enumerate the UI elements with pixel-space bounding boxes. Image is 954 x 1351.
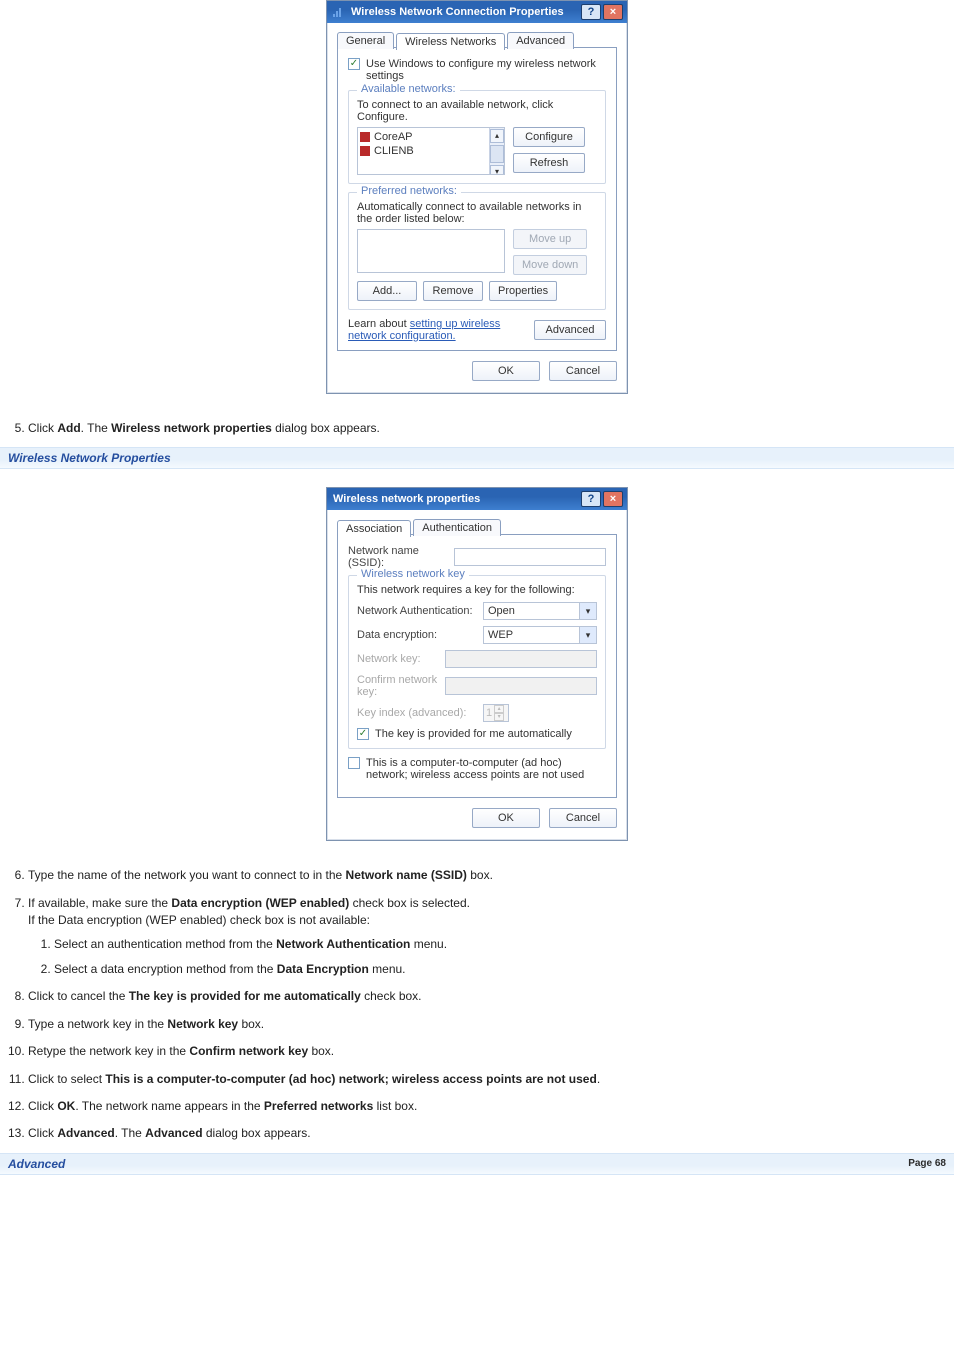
- learn-about: Learn about setting up wireless network …: [348, 318, 534, 342]
- group-available-networks: Available networks: To connect to an ava…: [348, 90, 606, 184]
- tabs: General Wireless Networks Advanced: [337, 31, 617, 48]
- group-available-legend: Available networks:: [357, 83, 460, 95]
- group-wireless-key: Wireless network key This network requir…: [348, 575, 606, 749]
- network-row: CoreAP: [360, 130, 488, 144]
- scroll-thumb[interactable]: [490, 145, 504, 163]
- help-button[interactable]: ?: [581, 4, 601, 20]
- scroll-down-icon[interactable]: ▾: [490, 165, 504, 175]
- confirm-key-label: Confirm network key:: [357, 674, 439, 698]
- adhoc-label: This is a computer-to-computer (ad hoc) …: [366, 757, 606, 781]
- dialog-wireless-connection-properties: Wireless Network Connection Properties ?…: [326, 0, 628, 394]
- spin-up-icon: ▴: [494, 705, 504, 713]
- adhoc-checkbox[interactable]: [348, 757, 360, 769]
- scrollbar[interactable]: ▴ ▾: [489, 128, 504, 174]
- add-button[interactable]: Add...: [357, 281, 417, 301]
- dialog-footer: OK Cancel: [337, 798, 617, 830]
- data-encryption-select[interactable]: WEP ▾: [483, 626, 597, 644]
- tabpanel-wireless-networks: Use Windows to configure my wireless net…: [337, 47, 617, 351]
- cancel-button[interactable]: Cancel: [549, 361, 617, 381]
- tabs: Association Authentication: [337, 518, 617, 535]
- step-7-2: Select a data encryption method from the…: [54, 961, 954, 978]
- close-button[interactable]: ×: [603, 4, 623, 20]
- movedown-button: Move down: [513, 255, 587, 275]
- help-button[interactable]: ?: [581, 491, 601, 507]
- scroll-up-icon[interactable]: ▴: [490, 129, 504, 143]
- enc-label: Data encryption:: [357, 629, 477, 641]
- use-windows-checkbox[interactable]: [348, 58, 360, 70]
- group-key-legend: Wireless network key: [357, 568, 469, 580]
- tab-authentication[interactable]: Authentication: [413, 519, 501, 536]
- instruction-list: Click Add. The Wireless network properti…: [28, 420, 954, 437]
- tab-association[interactable]: Association: [337, 520, 411, 537]
- instruction-list-2: Type the name of the network you want to…: [28, 867, 954, 1142]
- key-desc: This network requires a key for the foll…: [357, 584, 597, 596]
- tab-advanced[interactable]: Advanced: [507, 32, 574, 49]
- keyindex-label: Key index (advanced):: [357, 707, 477, 719]
- step-7-1: Select an authentication method from the…: [54, 936, 954, 953]
- titlebar: Wireless network properties ? ×: [327, 488, 627, 510]
- group-preferred-legend: Preferred networks:: [357, 185, 461, 197]
- auth-label: Network Authentication:: [357, 605, 477, 617]
- adhoc-checkbox-row[interactable]: This is a computer-to-computer (ad hoc) …: [348, 757, 606, 781]
- title-text: Wireless Network Connection Properties: [349, 6, 579, 18]
- tab-wireless-networks[interactable]: Wireless Networks: [396, 33, 505, 50]
- step-9: Type a network key in the Network key bo…: [28, 1016, 954, 1033]
- available-desc: To connect to an available network, clic…: [357, 99, 597, 123]
- group-preferred-networks: Preferred networks: Automatically connec…: [348, 192, 606, 310]
- chevron-down-icon: ▾: [579, 603, 596, 619]
- network-icon: [360, 132, 370, 142]
- moveup-button: Move up: [513, 229, 587, 249]
- close-button[interactable]: ×: [603, 491, 623, 507]
- step-6: Type the name of the network you want to…: [28, 867, 954, 884]
- network-key-input: [445, 650, 597, 668]
- properties-button[interactable]: Properties: [489, 281, 557, 301]
- step-5: Click Add. The Wireless network properti…: [28, 420, 954, 437]
- confirm-key-input: [445, 677, 597, 695]
- refresh-button[interactable]: Refresh: [513, 153, 585, 173]
- ok-button[interactable]: OK: [472, 808, 540, 828]
- network-row: CLIENB: [360, 144, 488, 158]
- dialog-footer: OK Cancel: [337, 351, 617, 383]
- auto-key-label: The key is provided for me automatically: [375, 728, 572, 740]
- title-text: Wireless network properties: [331, 493, 579, 505]
- step-10: Retype the network key in the Confirm ne…: [28, 1043, 954, 1060]
- step-13: Click Advanced. The Advanced dialog box …: [28, 1125, 954, 1142]
- preferred-networks-listbox[interactable]: [357, 229, 505, 273]
- available-networks-listbox[interactable]: CoreAP CLIENB ▴ ▾: [357, 127, 505, 175]
- wireless-icon: [331, 5, 345, 19]
- network-icon: [360, 146, 370, 156]
- tabpanel-association: Network name (SSID): Wireless network ke…: [337, 534, 617, 798]
- ok-button[interactable]: OK: [472, 361, 540, 381]
- titlebar: Wireless Network Connection Properties ?…: [327, 1, 627, 23]
- dialog-wireless-network-properties: Wireless network properties ? × Associat…: [326, 487, 628, 841]
- auto-key-checkbox[interactable]: [357, 728, 369, 740]
- tab-general[interactable]: General: [337, 32, 394, 49]
- configure-button[interactable]: Configure: [513, 127, 585, 147]
- section-wireless-network-properties: Wireless Network Properties: [0, 447, 954, 469]
- step-12: Click OK. The network name appears in th…: [28, 1098, 954, 1115]
- ssid-input[interactable]: [454, 548, 606, 566]
- auto-key-checkbox-row[interactable]: The key is provided for me automatically: [357, 728, 597, 740]
- step-7: If available, make sure the Data encrypt…: [28, 895, 954, 979]
- remove-button[interactable]: Remove: [423, 281, 483, 301]
- network-authentication-select[interactable]: Open ▾: [483, 602, 597, 620]
- step-8: Click to cancel the The key is provided …: [28, 988, 954, 1005]
- step-11: Click to select This is a computer-to-co…: [28, 1071, 954, 1088]
- section-advanced: Advanced Page 68: [0, 1153, 954, 1175]
- use-windows-label: Use Windows to configure my wireless net…: [366, 58, 606, 82]
- ssid-label: Network name (SSID):: [348, 545, 448, 569]
- preferred-desc: Automatically connect to available netwo…: [357, 201, 597, 225]
- netkey-label: Network key:: [357, 653, 439, 665]
- chevron-down-icon: ▾: [579, 627, 596, 643]
- section-advanced-title: Advanced: [8, 1157, 65, 1171]
- spin-down-icon: ▾: [494, 713, 504, 721]
- cancel-button[interactable]: Cancel: [549, 808, 617, 828]
- use-windows-checkbox-row[interactable]: Use Windows to configure my wireless net…: [348, 58, 606, 82]
- page-number: Page 68: [908, 1158, 946, 1169]
- key-index-spinner: 1 ▴▾: [483, 704, 509, 722]
- advanced-button[interactable]: Advanced: [534, 320, 606, 340]
